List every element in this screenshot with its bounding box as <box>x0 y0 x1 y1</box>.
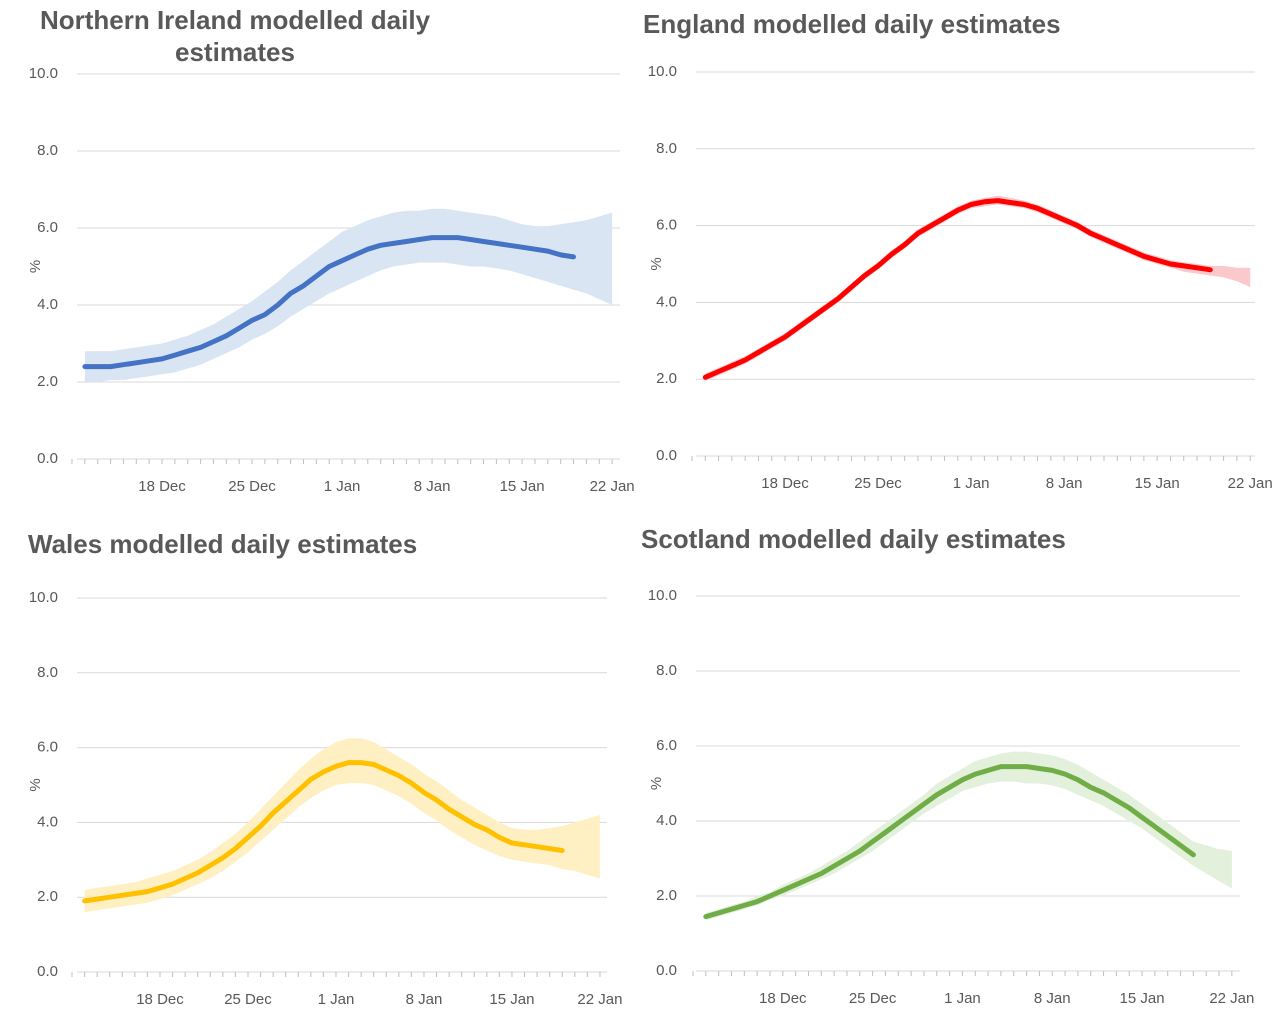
x-tick-label: 25 Dec <box>854 475 902 492</box>
y-tick-label: 0.0 <box>656 962 677 979</box>
y-tick-label: 6.0 <box>37 219 58 236</box>
y-tick-label: 8.0 <box>656 662 677 679</box>
y-tick-label: 10.0 <box>29 589 58 606</box>
y-tick-label: 0.0 <box>37 963 58 980</box>
x-tick-label: 22 Jan <box>1228 475 1273 492</box>
x-tick-label: 15 Jan <box>1135 475 1180 492</box>
x-tick-label: 18 Dec <box>138 478 186 495</box>
y-axis-label: % <box>27 260 44 273</box>
chart-title: Scotland modelled daily estimates <box>641 524 1066 554</box>
x-tick-label: 1 Jan <box>318 991 355 1008</box>
y-tick-label: 8.0 <box>37 142 58 159</box>
x-tick-label: 18 Dec <box>759 990 807 1007</box>
y-tick-label: 4.0 <box>656 812 677 829</box>
y-axis-label: % <box>648 777 665 790</box>
y-tick-label: 6.0 <box>37 739 58 756</box>
chart-title: Wales modelled daily estimates <box>28 529 418 559</box>
x-tick-label: 22 Jan <box>590 478 635 495</box>
x-tick-label: 18 Dec <box>136 991 184 1008</box>
y-tick-label: 0.0 <box>656 447 677 464</box>
y-axis-label: % <box>648 257 665 270</box>
chart-title: England modelled daily estimates <box>643 9 1061 39</box>
y-tick-label: 2.0 <box>656 370 677 387</box>
series-line <box>82 235 576 370</box>
y-tick-label: 10.0 <box>648 587 677 604</box>
x-tick-label: 25 Dec <box>228 478 276 495</box>
y-tick-label: 10.0 <box>648 63 677 80</box>
chart-title: Northern Ireland modelled daily estimate… <box>39 5 431 67</box>
y-tick-label: 8.0 <box>656 140 677 157</box>
y-axis-label: % <box>27 778 44 791</box>
y-tick-label: 4.0 <box>37 813 58 830</box>
x-tick-label: 8 Jan <box>406 991 443 1008</box>
y-tick-label: 2.0 <box>37 373 58 390</box>
x-tick-label: 22 Jan <box>1209 990 1254 1007</box>
y-tick-label: 4.0 <box>37 296 58 313</box>
y-tick-label: 8.0 <box>37 664 58 681</box>
series-line <box>702 198 1213 380</box>
y-tick-label: 2.0 <box>656 887 677 904</box>
y-tick-label: 10.0 <box>29 65 58 82</box>
y-tick-label: 0.0 <box>37 450 58 467</box>
y-tick-label: 4.0 <box>656 293 677 310</box>
x-tick-label: 8 Jan <box>414 478 451 495</box>
x-tick-label: 15 Jan <box>1120 990 1165 1007</box>
series-line <box>703 764 1196 920</box>
y-tick-label: 6.0 <box>656 737 677 754</box>
x-tick-label: 18 Dec <box>761 475 809 492</box>
x-tick-label: 22 Jan <box>577 991 622 1008</box>
x-tick-label: 1 Jan <box>324 478 361 495</box>
x-tick-label: 25 Dec <box>849 990 897 1007</box>
x-tick-label: 1 Jan <box>944 990 981 1007</box>
x-tick-label: 25 Dec <box>224 991 272 1008</box>
x-tick-label: 8 Jan <box>1046 475 1083 492</box>
x-tick-label: 15 Jan <box>489 991 534 1008</box>
series-line <box>82 760 565 904</box>
y-tick-label: 6.0 <box>656 217 677 234</box>
x-tick-label: 1 Jan <box>953 475 990 492</box>
confidence-band <box>84 738 600 913</box>
confidence-band <box>705 195 1251 382</box>
y-tick-label: 2.0 <box>37 888 58 905</box>
x-tick-label: 8 Jan <box>1034 990 1071 1007</box>
x-tick-label: 15 Jan <box>500 478 545 495</box>
